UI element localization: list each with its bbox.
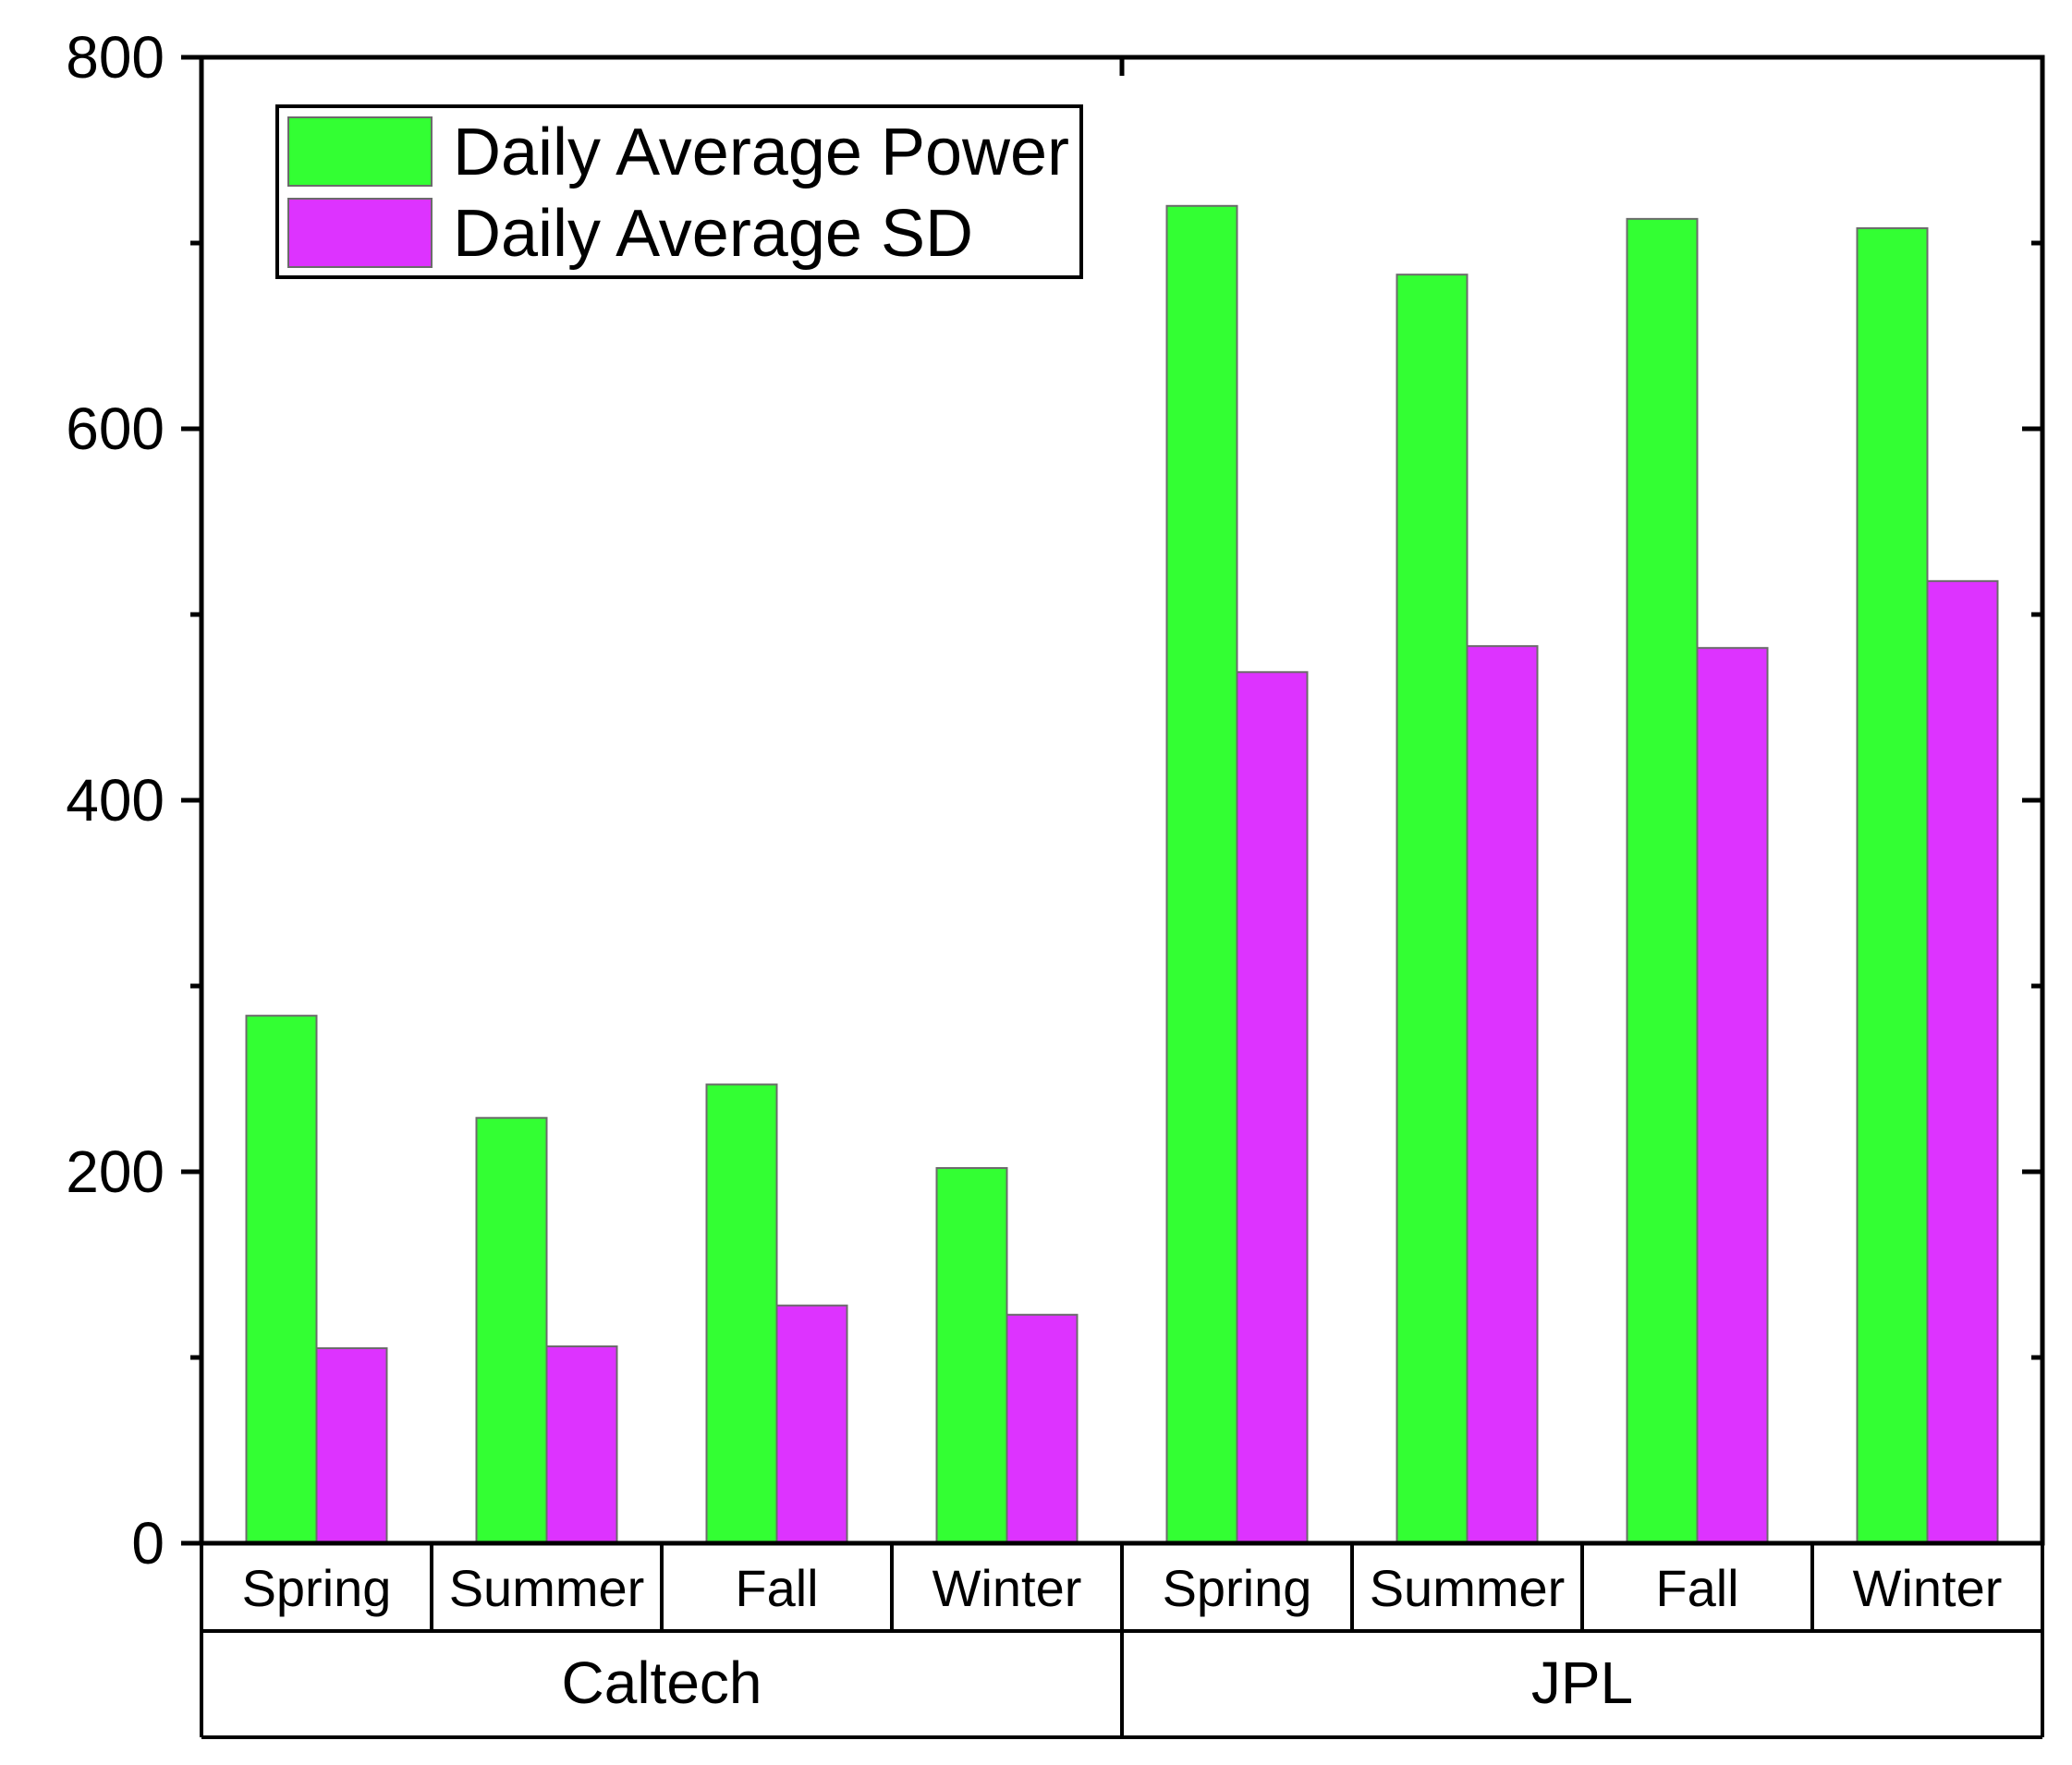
bar-jpl-fall-power (1626, 217, 1699, 1544)
y-tick-label: 800 (66, 24, 165, 91)
x-group-label-jpl: JPL (1531, 1649, 1633, 1716)
bar-jpl-summer-sd (1466, 645, 1539, 1544)
x-category-label-winter: Winter (1853, 1559, 2003, 1617)
bar-jpl-spring-sd (1236, 671, 1309, 1544)
x-category-label-fall: Fall (735, 1559, 818, 1617)
y-tick-label: 0 (131, 1510, 165, 1576)
legend-swatch-power (287, 116, 433, 187)
x-category-label-summer: Summer (449, 1559, 645, 1617)
legend: Daily Average Power Daily Average SD (275, 104, 1083, 279)
bar-caltech-spring-power (245, 1015, 318, 1545)
bar-caltech-fall-power (705, 1083, 778, 1545)
bars-layer (245, 204, 1999, 1545)
legend-swatch-sd (287, 198, 433, 268)
bar-caltech-fall-sd (775, 1304, 848, 1544)
x-axis-categories: Spring Summer Fall Winter Spring Summer Fall Wi… (200, 1543, 2044, 1739)
y-tick-label: 600 (66, 396, 165, 462)
bar-jpl-fall-sd (1696, 647, 1769, 1544)
y-tick-label: 200 (66, 1138, 165, 1205)
y-axis-ticks: 0 200 400 600 800 (66, 24, 2042, 1576)
bar-jpl-winter-sd (1926, 579, 1999, 1545)
x-category-label-spring: Spring (1163, 1559, 1312, 1617)
bar-jpl-spring-power (1165, 204, 1238, 1544)
x-category-label-summer: Summer (1370, 1559, 1566, 1617)
legend-box (275, 104, 1083, 279)
legend-label-sd: Daily Average SD (453, 197, 973, 271)
x-category-label-winter: Winter (932, 1559, 1082, 1617)
bar-jpl-summer-power (1396, 274, 1469, 1544)
bar-caltech-winter-sd (1006, 1313, 1079, 1545)
x-category-label-fall: Fall (1655, 1559, 1738, 1617)
bar-caltech-summer-power (475, 1116, 548, 1544)
y-tick-label: 400 (66, 767, 165, 834)
x-group-label-caltech: Caltech (562, 1649, 762, 1716)
bar-caltech-summer-sd (545, 1345, 618, 1544)
bar-caltech-winter-power (935, 1166, 1008, 1544)
bar-caltech-spring-sd (315, 1346, 388, 1544)
bar-jpl-winter-power (1856, 226, 1929, 1544)
x-category-label-spring: Spring (242, 1559, 392, 1617)
legend-label-power: Daily Average Power (453, 116, 1069, 189)
